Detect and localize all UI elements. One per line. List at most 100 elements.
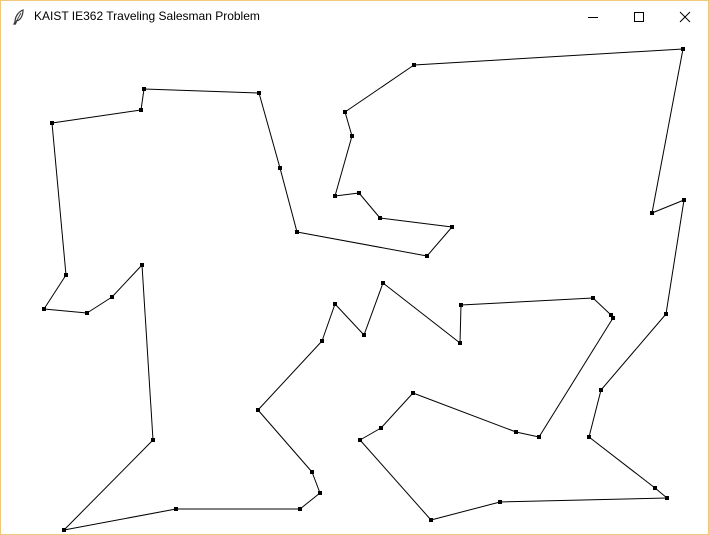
tour-edge: [143, 88, 260, 94]
city-point: [498, 500, 502, 504]
tour-edge: [63, 439, 154, 531]
tour-edge: [651, 199, 685, 214]
tour-edge: [141, 264, 154, 441]
city-point: [358, 438, 362, 442]
city-point: [514, 430, 518, 434]
title-bar[interactable]: KAIST IE362 Traveling Salesman Problem: [1, 1, 708, 32]
city-point: [42, 307, 46, 311]
tour-edge: [258, 92, 281, 169]
city-point: [381, 281, 385, 285]
city-point: [357, 191, 361, 195]
city-point: [411, 391, 415, 395]
city-point: [256, 408, 260, 412]
city-point: [174, 507, 178, 511]
city-point: [379, 426, 383, 430]
city-point: [682, 198, 686, 202]
tour-edge: [430, 501, 501, 521]
tour-edge: [299, 492, 321, 510]
tour-edge: [460, 297, 594, 306]
tour-edge: [538, 317, 614, 438]
tour-edge: [334, 192, 360, 197]
tour-edge: [334, 135, 353, 197]
city-point: [62, 528, 66, 532]
city-point: [664, 312, 668, 316]
city-point: [110, 295, 114, 299]
tour-edge: [43, 274, 67, 310]
city-point: [333, 194, 337, 198]
tour-edge: [321, 303, 336, 342]
city-point: [257, 91, 261, 95]
city-point: [665, 496, 669, 500]
city-point: [429, 518, 433, 522]
city-point: [412, 63, 416, 67]
city-point: [611, 316, 615, 320]
maximize-button[interactable]: [616, 1, 662, 32]
tour-edge: [43, 308, 88, 314]
city-point: [85, 311, 89, 315]
window-title: KAIST IE362 Traveling Salesman Problem: [34, 9, 260, 23]
city-point: [681, 47, 685, 51]
minimize-icon: [588, 16, 598, 18]
maximize-icon: [634, 11, 644, 22]
tour-edge: [588, 436, 656, 489]
tour-edge: [279, 167, 298, 233]
minimize-button[interactable]: [570, 1, 616, 32]
tour-edge: [359, 439, 432, 521]
tour-edge: [344, 64, 415, 113]
city-point: [378, 216, 382, 220]
tour-edge: [499, 497, 668, 503]
city-point: [50, 121, 54, 125]
close-icon: [679, 11, 691, 22]
city-point: [142, 87, 146, 91]
tour-edge: [600, 313, 667, 391]
tour-edge: [588, 389, 602, 438]
city-point: [139, 108, 143, 112]
tour-edge: [412, 392, 517, 433]
tour-edge: [359, 427, 382, 441]
tour-edge: [515, 431, 540, 438]
city-point: [609, 313, 613, 317]
city-point: [278, 166, 282, 170]
city-point: [587, 435, 591, 439]
tour-edge: [111, 264, 143, 298]
city-point: [151, 438, 155, 442]
tour-edge: [344, 111, 353, 137]
tour-edge: [51, 109, 142, 124]
city-point: [333, 302, 337, 306]
tsp-canvas[interactable]: [5, 33, 705, 532]
tour-edge: [257, 340, 323, 411]
tour-edge: [311, 471, 321, 494]
city-point: [458, 341, 462, 345]
tour-edge: [380, 392, 414, 429]
city-point: [295, 230, 299, 234]
tour-edge: [363, 282, 384, 336]
city-point: [450, 225, 454, 229]
tour-edge: [86, 296, 113, 314]
tour-drawing: [42, 47, 686, 532]
tour-edge: [592, 297, 612, 316]
tour-edge: [296, 231, 428, 257]
tour-edge: [665, 199, 685, 315]
city-point: [140, 263, 144, 267]
tour-edge: [651, 48, 684, 214]
city-point: [650, 211, 654, 215]
tour-edge: [382, 282, 461, 344]
city-point: [425, 254, 429, 258]
tour-edge: [379, 217, 453, 228]
city-point: [320, 339, 324, 343]
tour-edge: [334, 303, 365, 336]
close-button[interactable]: [662, 1, 708, 32]
city-point: [350, 134, 354, 138]
city-point: [599, 388, 603, 392]
tour-edge: [358, 192, 381, 219]
city-point: [318, 491, 322, 495]
tour-edge: [51, 122, 67, 276]
city-point: [298, 507, 302, 511]
tour-edge: [426, 226, 453, 257]
feather-icon: [12, 9, 26, 25]
tour-edge: [140, 88, 145, 111]
city-point: [64, 273, 68, 277]
city-point: [362, 333, 366, 337]
tour-edge: [63, 508, 177, 531]
